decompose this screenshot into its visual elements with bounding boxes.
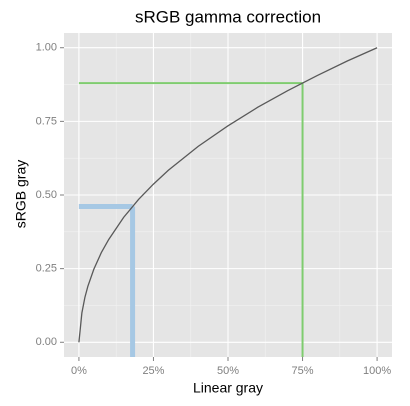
y-tick-label: 0.75 bbox=[36, 115, 57, 127]
x-tick-label: 50% bbox=[217, 365, 239, 377]
y-tick-label: 0.50 bbox=[36, 189, 57, 201]
y-tick-label: 0.25 bbox=[36, 263, 57, 275]
x-tick-label: 75% bbox=[292, 365, 314, 377]
x-tick-label: 100% bbox=[363, 365, 391, 377]
y-tick-label: 0.00 bbox=[36, 336, 57, 348]
x-axis-label: Linear gray bbox=[193, 380, 263, 396]
y-tick-label: 1.00 bbox=[36, 42, 57, 54]
x-tick-label: 25% bbox=[142, 365, 164, 377]
curve bbox=[78, 47, 378, 343]
x-tick-label: 0% bbox=[71, 365, 87, 377]
y-axis-label: sRGB gray bbox=[13, 160, 29, 228]
chart-title: sRGB gamma correction bbox=[135, 7, 321, 26]
